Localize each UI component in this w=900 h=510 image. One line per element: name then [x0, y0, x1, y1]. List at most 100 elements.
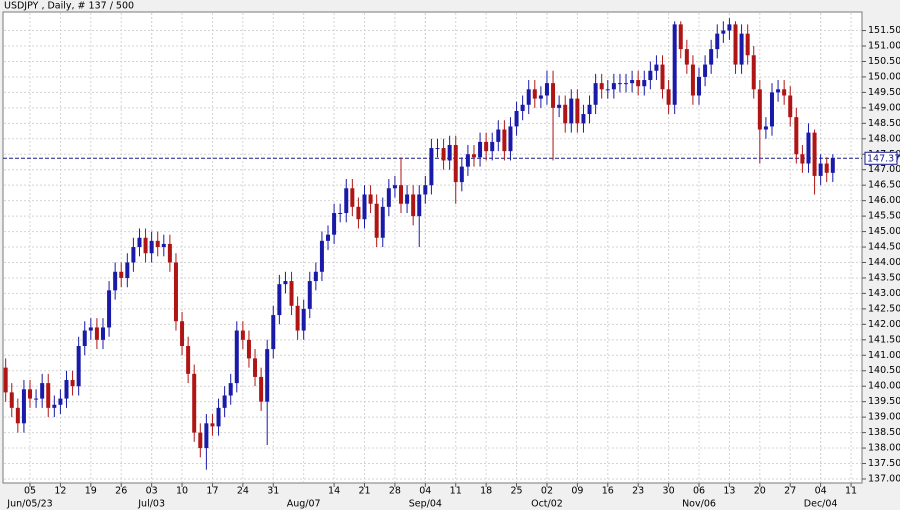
candle-body: [405, 194, 410, 204]
candle-body: [751, 55, 756, 90]
candle-body: [526, 89, 531, 105]
candle-body: [733, 24, 738, 65]
candle-body: [672, 24, 677, 105]
candle-body: [180, 321, 185, 346]
candle-body: [52, 404, 57, 408]
candle-body: [727, 24, 732, 31]
candle-body: [246, 339, 251, 359]
candle-body: [453, 144, 458, 183]
candle-body: [800, 154, 805, 164]
candle-body: [392, 185, 397, 189]
y-tick-label: 144.50: [868, 242, 900, 253]
candle-body: [782, 89, 787, 96]
candle-body: [709, 49, 714, 65]
candle-body: [757, 89, 762, 130]
candle-body: [15, 407, 20, 424]
candle-body: [125, 262, 130, 278]
candle-body: [544, 83, 549, 96]
candle-body: [283, 281, 288, 285]
candle-body: [338, 213, 343, 215]
candle-body: [417, 194, 422, 217]
candle-body: [374, 203, 379, 238]
candle-body: [137, 237, 142, 248]
y-tick-label: 149.50: [868, 87, 900, 98]
candle-body: [824, 163, 829, 173]
y-tick-label: 150.00: [868, 71, 900, 82]
candle-body: [502, 129, 507, 152]
candle-body: [216, 407, 221, 427]
candle-body: [240, 330, 245, 340]
candle-body: [551, 83, 556, 108]
x-tick-label: 31: [267, 486, 279, 497]
candle-body: [508, 126, 513, 152]
candle-body: [684, 49, 689, 65]
candle-body: [812, 132, 817, 176]
y-tick-label: 147.00: [868, 164, 900, 175]
candle-body: [192, 373, 197, 433]
candle-body: [788, 95, 793, 118]
candle-body: [465, 154, 470, 167]
x-tick-label: 30: [663, 486, 675, 497]
candle-body: [155, 240, 160, 248]
candle-body: [204, 423, 209, 449]
x-major-label: Jun/05/23: [6, 499, 52, 510]
candle-body: [429, 148, 434, 186]
y-tick-label: 151.50: [868, 25, 900, 36]
candle-body: [131, 247, 136, 263]
x-tick-label: 02: [541, 486, 553, 497]
x-tick-label: 04: [419, 486, 431, 497]
candle-body: [532, 89, 537, 99]
candle-body: [697, 76, 702, 96]
candle-body: [648, 70, 653, 81]
x-tick-label: 19: [85, 486, 97, 497]
candle-body: [490, 141, 495, 152]
candle-body: [459, 166, 464, 183]
x-tick-label: 14: [328, 486, 340, 497]
x-tick-label: 05: [24, 486, 36, 497]
x-tick-label: 09: [571, 486, 583, 497]
x-major-label: Dec/04: [804, 499, 838, 510]
y-tick-label: 140.00: [868, 381, 900, 392]
y-tick-label: 138.00: [868, 443, 900, 454]
candle-body: [636, 80, 641, 87]
candle-body: [654, 64, 659, 71]
candle-body: [356, 206, 361, 220]
candle-body: [678, 24, 683, 50]
x-tick-label: 21: [358, 486, 370, 497]
candle-body: [82, 330, 87, 346]
x-tick-label: 25: [511, 486, 523, 497]
current-price-label: 147.37: [867, 153, 900, 164]
candle-body: [776, 89, 781, 93]
candle-body: [301, 308, 306, 331]
candle-body: [161, 243, 166, 248]
candle-body: [593, 83, 598, 105]
candle-body: [173, 262, 178, 322]
candle-body: [119, 271, 124, 278]
candle-body: [113, 271, 118, 291]
x-tick-label: 28: [389, 486, 401, 497]
candle-body: [423, 185, 428, 195]
candle-body: [34, 398, 39, 400]
candle-body: [599, 83, 604, 90]
candle-body: [769, 92, 774, 127]
x-major-label: Aug/07: [287, 499, 321, 510]
x-tick-label: 17: [206, 486, 218, 497]
x-tick-label: 20: [754, 486, 766, 497]
candle-body: [332, 213, 337, 235]
candle-body: [289, 281, 294, 306]
x-tick-label: 04: [815, 486, 827, 497]
candle-body: [350, 188, 355, 207]
candle-body: [739, 33, 744, 65]
x-tick-label: 12: [54, 486, 66, 497]
candle-body: [295, 305, 300, 331]
y-tick-label: 146.50: [868, 180, 900, 191]
y-tick-label: 137.50: [868, 458, 900, 469]
x-tick-label: 06: [693, 486, 705, 497]
candle-body: [88, 327, 93, 331]
candle-body: [319, 240, 324, 272]
candle-body: [721, 30, 726, 34]
y-tick-label: 141.00: [868, 350, 900, 361]
x-tick-label: 23: [632, 486, 644, 497]
candle-body: [313, 271, 318, 282]
